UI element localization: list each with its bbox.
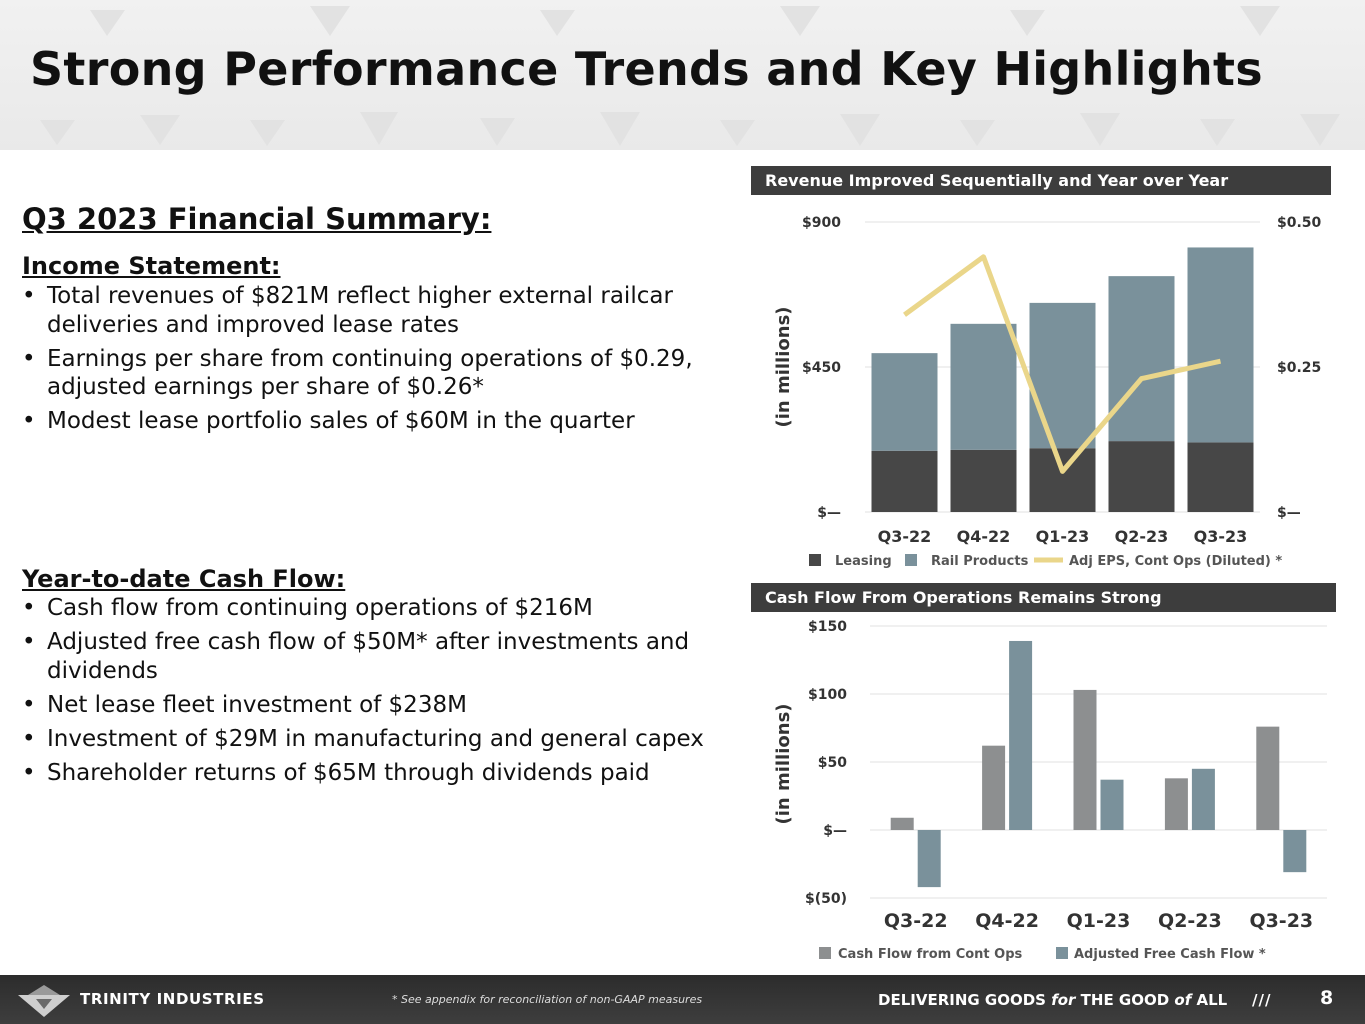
cash-flow-bullet-list: Cash flow from continuing operations of … — [22, 594, 722, 793]
x-tick-label: Q3-22 — [878, 527, 932, 546]
adjusted-free-cash-flow-bar — [1009, 640, 1033, 830]
revenue-chart-title: Revenue Improved Sequentially and Year o… — [751, 166, 1331, 195]
y2-tick-label: $— — [1277, 505, 1301, 521]
eps-line — [903, 254, 1222, 474]
list-item: Net lease fleet investment of $238M — [22, 691, 722, 720]
list-item: Adjusted free cash flow of $50M* after i… — [22, 628, 722, 685]
legend-swatch-rail — [905, 554, 917, 566]
tagline-part: of — [1174, 991, 1192, 1009]
revenue-chart: $— $450 $900 $— $0.25 $0.50 (in millions) Q3-22… — [773, 215, 1322, 569]
leasing-bar — [1187, 442, 1254, 512]
legend-label: Adj EPS, Cont Ops (Diluted) * — [1069, 554, 1282, 569]
trinity-logo-icon — [18, 985, 70, 1017]
y-tick-label: $— — [817, 505, 841, 521]
tagline-part: ALL — [1191, 991, 1228, 1009]
y-tick-label: $150 — [808, 619, 847, 635]
list-item: Investment of $29M in manufacturing and … — [22, 725, 722, 754]
legend-label: Adjusted Free Cash Flow * — [1074, 947, 1266, 962]
x-tick-label: Q4-22 — [957, 527, 1011, 546]
list-item: Modest lease portfolio sales of $60M in … — [22, 407, 722, 436]
page-number: 8 — [1320, 987, 1334, 1009]
x-tick-label: Q4-22 — [975, 910, 1039, 932]
leasing-bar — [1108, 441, 1175, 512]
x-tick-label: Q3-23 — [1249, 910, 1313, 932]
tagline-part: for — [1051, 991, 1076, 1009]
x-tick-label: Q3-22 — [884, 910, 948, 932]
footer-bar: TRINITY INDUSTRIES * See appendix for re… — [0, 975, 1365, 1024]
rail-products-bar — [1108, 276, 1175, 442]
y2-tick-label: $0.25 — [1277, 360, 1321, 376]
income-bullet-list: Total revenues of $821M reflect higher e… — [22, 282, 722, 441]
cash-flow-cont-ops-bar — [982, 745, 1006, 830]
cash-flow-chart: $(50) $— $50 $100 $150 (in millions) Q3-22 Q4-2… — [773, 619, 1327, 962]
legend-swatch-leasing — [809, 554, 821, 566]
header-pattern — [40, 6, 1340, 146]
y-tick-label: $900 — [802, 215, 841, 231]
leasing-bar — [871, 450, 938, 512]
cash-flow-cont-ops-bar — [1256, 726, 1280, 830]
brand-name: TRINITY INDUSTRIES — [80, 990, 265, 1008]
legend-label: Rail Products — [931, 554, 1029, 569]
legend-label: Leasing — [835, 554, 892, 569]
rail-products-bar — [871, 353, 938, 451]
list-item: Shareholder returns of $65M through divi… — [22, 759, 722, 788]
y-tick-label: $450 — [802, 360, 841, 376]
page-title: Strong Performance Trends and Key Highli… — [30, 42, 1263, 96]
x-tick-label: Q1-23 — [1067, 910, 1131, 932]
list-item: Earnings per share from continuing opera… — [22, 345, 722, 402]
slash-divider: /// — [1252, 991, 1272, 1009]
legend-swatch-afcf — [1056, 947, 1068, 959]
adjusted-free-cash-flow-bar — [1191, 768, 1215, 830]
adjusted-free-cash-flow-bar — [917, 830, 941, 888]
y-tick-label: $50 — [818, 755, 847, 771]
legend-swatch-cfo — [819, 947, 831, 959]
tagline-part: THE GOOD — [1075, 991, 1175, 1009]
tagline-part: DELIVERING GOODS — [878, 991, 1052, 1009]
x-tick-label: Q2-23 — [1158, 910, 1222, 932]
rail-products-bar — [1187, 247, 1254, 443]
x-tick-label: Q3-23 — [1194, 527, 1248, 546]
x-tick-label: Q2-23 — [1115, 527, 1169, 546]
y-axis-label: (in millions) — [773, 306, 794, 427]
cash-flow-cont-ops-bar — [890, 817, 914, 830]
x-tick-label: Q1-23 — [1036, 527, 1090, 546]
cash-flow-cont-ops-bar — [1164, 778, 1188, 830]
leasing-bar — [1029, 448, 1096, 512]
cash-flow-heading: Year-to-date Cash Flow: — [22, 565, 346, 593]
y-tick-label: $— — [823, 823, 847, 839]
rail-products-bar — [950, 323, 1017, 450]
tagline: DELIVERING GOODS for THE GOOD of ALL — [878, 991, 1227, 1009]
y2-tick-label: $0.50 — [1277, 215, 1322, 231]
header-band: Strong Performance Trends and Key Highli… — [0, 0, 1365, 150]
leasing-bar — [950, 449, 1017, 512]
list-item: Cash flow from continuing operations of … — [22, 594, 722, 623]
adjusted-free-cash-flow-bar — [1283, 830, 1307, 873]
legend-label: Cash Flow from Cont Ops — [838, 947, 1023, 962]
y-tick-label: $(50) — [805, 891, 847, 907]
list-item: Total revenues of $821M reflect higher e… — [22, 282, 722, 339]
cash-flow-chart-title: Cash Flow From Operations Remains Strong — [751, 583, 1336, 612]
income-statement-heading: Income Statement: — [22, 252, 281, 280]
footnote: * See appendix for reconciliation of non… — [392, 993, 703, 1006]
summary-title: Q3 2023 Financial Summary: — [22, 202, 492, 236]
adjusted-free-cash-flow-bar — [1100, 779, 1124, 830]
y-tick-label: $100 — [808, 687, 847, 703]
cash-flow-cont-ops-bar — [1073, 689, 1097, 830]
rail-products-bar — [1029, 302, 1096, 449]
y-axis-label: (in millions) — [773, 703, 794, 824]
